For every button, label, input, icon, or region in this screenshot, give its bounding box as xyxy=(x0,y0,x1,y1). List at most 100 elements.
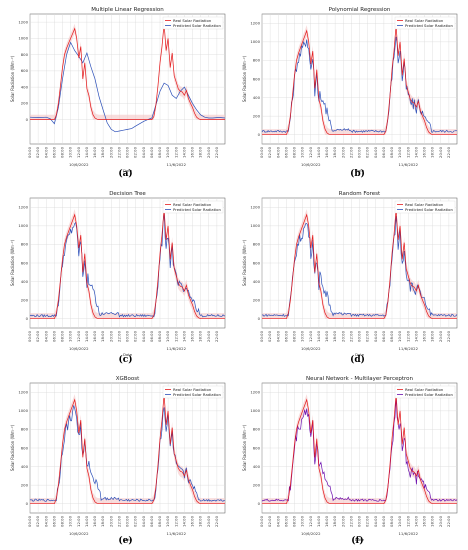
x-tick-label: 18:00 xyxy=(430,330,435,342)
y-tick-label: 800 xyxy=(21,427,29,432)
x-tick-label: 00:00 xyxy=(259,330,264,342)
real-series-line xyxy=(262,394,457,505)
y-tick-label: 0 xyxy=(258,501,261,506)
x-tick-label: 08:00 xyxy=(157,515,162,527)
x-tick-label: 10:00 xyxy=(300,330,305,342)
x-tick-label: 22:00 xyxy=(116,330,121,342)
x-tick-label: 04:00 xyxy=(275,515,280,527)
x-tick-label: 06:00 xyxy=(381,146,386,158)
x-tick-label: 04:00 xyxy=(141,146,146,158)
y-tick-label: 600 xyxy=(21,445,29,450)
y-tick-label: 200 xyxy=(21,482,29,487)
x-tick-label: 18:00 xyxy=(332,146,337,158)
x-tick-label: 12:00 xyxy=(308,330,313,342)
y-tick-label: 800 xyxy=(253,58,261,63)
legend-box xyxy=(394,200,456,214)
x-tick-label: 06:00 xyxy=(283,330,288,342)
x-tick-label: 12:00 xyxy=(173,146,178,158)
x-tick-label: 08:00 xyxy=(60,515,65,527)
y-tick-label: 400 xyxy=(21,464,29,469)
panel-caption: (e) xyxy=(118,535,132,546)
x-tick-label: 08:00 xyxy=(60,146,65,158)
x-tick-label: 14:00 xyxy=(413,330,418,342)
x-tick-label: 12:00 xyxy=(308,146,313,158)
x-tick-label: 22:00 xyxy=(446,330,451,342)
x-tick-label: 16:00 xyxy=(92,146,97,158)
x-tick-label: 12:00 xyxy=(405,330,410,342)
x-tick-label: 18:00 xyxy=(332,330,337,342)
x-tick-label: 00:00 xyxy=(357,330,362,342)
y-tick-label: 1200 xyxy=(250,21,260,26)
legend-label-predicted: Predicted Solar Radiation xyxy=(405,392,453,397)
y-tick-label: 0 xyxy=(26,501,29,506)
legend-label-real: Real Solar Radiation xyxy=(405,387,444,392)
x-tick-label: 12:00 xyxy=(76,330,81,342)
x-tick-label: 08:00 xyxy=(157,330,162,342)
y-tick-label: 200 xyxy=(21,101,29,106)
x-tick-label: 08:00 xyxy=(157,146,162,158)
x-tick-label: 20:00 xyxy=(108,330,113,342)
x-tick-label: 20:00 xyxy=(108,515,113,527)
legend-label-predicted: Predicted Solar Radiation xyxy=(173,207,221,212)
x-tick-label: 16:00 xyxy=(92,330,97,342)
date-label: 10/6/2022 xyxy=(69,346,89,351)
x-tick-label: 20:00 xyxy=(438,330,443,342)
x-tick-label: 04:00 xyxy=(373,515,378,527)
date-label: 10/6/2022 xyxy=(301,531,321,536)
y-tick-label: 600 xyxy=(21,260,29,265)
x-tick-label: 10:00 xyxy=(397,515,402,527)
x-tick-label: 06:00 xyxy=(381,515,386,527)
x-tick-label: 16:00 xyxy=(92,515,97,527)
x-tick-label: 16:00 xyxy=(422,146,427,158)
x-tick-label: 00:00 xyxy=(27,146,32,158)
x-tick-label: 16:00 xyxy=(190,515,195,527)
x-tick-label: 02:00 xyxy=(365,330,370,342)
x-tick-label: 10:00 xyxy=(397,330,402,342)
y-tick-label: 0 xyxy=(258,132,261,137)
x-tick-label: 06:00 xyxy=(149,515,154,527)
x-tick-label: 00:00 xyxy=(357,146,362,158)
x-tick-label: 06:00 xyxy=(381,330,386,342)
x-tick-label: 00:00 xyxy=(125,515,130,527)
x-tick-label: 16:00 xyxy=(324,146,329,158)
x-tick-label: 18:00 xyxy=(430,146,435,158)
x-tick-label: 14:00 xyxy=(413,515,418,527)
y-axis-label: Solar Radiation (Wm⁻²) xyxy=(10,55,15,102)
x-axis-label: Date xyxy=(355,352,365,357)
date-label: 11/6/2022 xyxy=(399,162,419,167)
y-tick-label: 1200 xyxy=(18,205,28,210)
x-tick-label: 20:00 xyxy=(206,146,211,158)
x-tick-label: 02:00 xyxy=(267,515,272,527)
panel-title: Random Forest xyxy=(339,191,381,197)
x-tick-label: 22:00 xyxy=(348,515,353,527)
y-tick-label: 1000 xyxy=(250,408,260,413)
y-tick-label: 600 xyxy=(253,76,261,81)
date-label: 10/6/2022 xyxy=(69,162,89,167)
x-tick-label: 18:00 xyxy=(198,330,203,342)
x-tick-label: 08:00 xyxy=(389,330,394,342)
x-tick-label: 02:00 xyxy=(35,330,40,342)
x-tick-label: 16:00 xyxy=(324,515,329,527)
x-tick-label: 14:00 xyxy=(316,146,321,158)
x-tick-label: 12:00 xyxy=(173,515,178,527)
y-tick-label: 200 xyxy=(253,113,261,118)
x-tick-label: 04:00 xyxy=(275,146,280,158)
x-tick-label: 06:00 xyxy=(283,515,288,527)
x-tick-label: 10:00 xyxy=(165,515,170,527)
x-tick-label: 18:00 xyxy=(100,146,105,158)
y-tick-label: 600 xyxy=(21,68,29,73)
x-tick-label: 14:00 xyxy=(181,330,186,342)
y-tick-label: 1000 xyxy=(250,223,260,228)
x-tick-label: 04:00 xyxy=(43,146,48,158)
legend-label-predicted: Predicted Solar Radiation xyxy=(173,392,221,397)
x-tick-label: 16:00 xyxy=(422,515,427,527)
x-tick-label: 14:00 xyxy=(316,330,321,342)
x-tick-label: 04:00 xyxy=(43,330,48,342)
x-tick-label: 02:00 xyxy=(35,146,40,158)
x-tick-label: 00:00 xyxy=(357,515,362,527)
x-tick-label: 16:00 xyxy=(190,330,195,342)
y-tick-label: 400 xyxy=(21,279,29,284)
x-tick-label: 22:00 xyxy=(116,146,121,158)
